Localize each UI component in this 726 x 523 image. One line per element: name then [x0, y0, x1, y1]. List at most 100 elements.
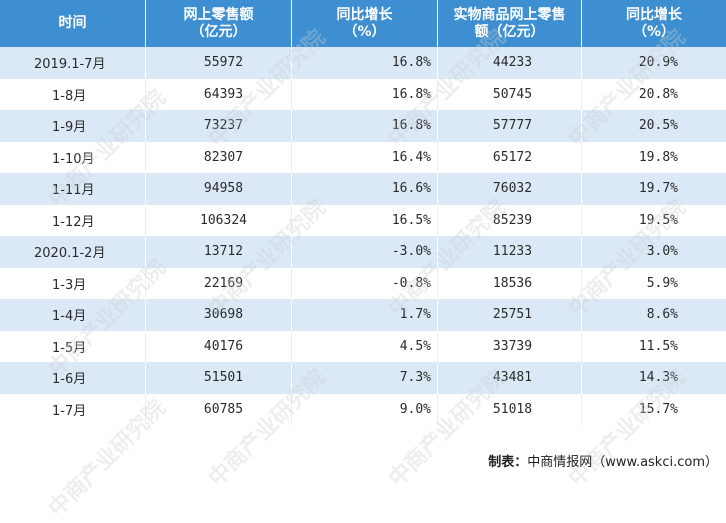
- table-row: 1-12月 106324 16.5% 85239 19.5%: [0, 204, 726, 236]
- cell-online-sales: 30698: [146, 299, 292, 331]
- cell-online-sales-text: 40176: [203, 338, 244, 354]
- header-line: （亿元）: [190, 23, 247, 40]
- cell-physical-sales-text: 43481: [492, 370, 533, 386]
- cell-physical-sales-text: 11233: [492, 244, 533, 260]
- header-cell: 同比增长 （%）: [582, 0, 726, 47]
- cell-online-sales: 22169: [146, 267, 292, 299]
- cell-online-growth-text: 16.5%: [391, 212, 431, 228]
- cell-time-text: 2020.1-2月: [34, 246, 106, 262]
- cell-physical-growth: 20.9%: [582, 47, 726, 79]
- table-header: 时间 网上零售额 （亿元） 同比增长 （%） 实物商品网上零售 额（亿元） 同比增长 （%）: [0, 0, 726, 47]
- cell-physical-sales-text: 25751: [492, 307, 533, 323]
- cell-online-growth: 16.4%: [292, 141, 438, 173]
- cell-physical-sales: 85239: [438, 204, 582, 236]
- cell-time: 2020.1-2月: [0, 236, 146, 268]
- cell-time: 1-3月: [0, 267, 146, 299]
- cell-physical-growth-text: 19.8%: [638, 149, 678, 165]
- cell-physical-growth-text: 8.6%: [646, 307, 678, 323]
- cell-online-sales-text: 73237: [203, 118, 244, 134]
- cell-physical-sales: 57777: [438, 110, 582, 142]
- table-row: 2019.1-7月 55972 16.8% 44233 20.9%: [0, 47, 726, 79]
- cell-online-sales-text: 106324: [200, 212, 247, 228]
- header-line: （%）: [632, 23, 676, 40]
- cell-online-growth: 16.6%: [292, 173, 438, 205]
- data-table: 时间 网上零售额 （亿元） 同比增长 （%） 实物商品网上零售 额（亿元） 同比增长 （%） 2…: [0, 0, 726, 425]
- cell-online-growth: 16.5%: [292, 204, 438, 236]
- cell-time: 1-11月: [0, 173, 146, 205]
- table-body: 2019.1-7月 55972 16.8% 44233 20.9% 1-8月 64393 16…: [0, 47, 726, 425]
- table-row: 1-6月 51501 7.3% 43481 14.3%: [0, 362, 726, 394]
- header-line: 网上零售额: [183, 6, 254, 23]
- cell-physical-sales: 43481: [438, 362, 582, 394]
- cell-physical-sales-text: 33739: [492, 338, 533, 354]
- cell-physical-sales: 44233: [438, 47, 582, 79]
- cell-online-growth-text: -0.8%: [391, 275, 431, 291]
- cell-online-sales-text: 55972: [203, 55, 244, 71]
- cell-online-growth-text: 16.8%: [391, 86, 431, 102]
- cell-online-sales: 13712: [146, 236, 292, 268]
- cell-online-sales-text: 64393: [203, 86, 244, 102]
- cell-time-text: 1-6月: [52, 372, 87, 388]
- source-text: 中商情报网（www.askci.com）: [527, 455, 718, 470]
- cell-physical-sales: 50745: [438, 78, 582, 110]
- cell-physical-growth: 19.8%: [582, 141, 726, 173]
- cell-time-text: 1-5月: [52, 340, 87, 356]
- cell-online-growth-text: 16.8%: [391, 55, 431, 71]
- cell-physical-sales-text: 57777: [492, 118, 533, 134]
- header-cell: 实物商品网上零售 额（亿元）: [438, 0, 582, 47]
- cell-online-sales: 60785: [146, 393, 292, 425]
- cell-physical-growth-text: 5.9%: [646, 275, 678, 291]
- cell-time: 1-10月: [0, 141, 146, 173]
- cell-online-sales: 73237: [146, 110, 292, 142]
- cell-physical-sales-text: 44233: [492, 55, 533, 71]
- table-row: 1-4月 30698 1.7% 25751 8.6%: [0, 299, 726, 331]
- header-line: 同比增长: [626, 6, 682, 23]
- cell-time-text: 2019.1-7月: [34, 57, 106, 73]
- cell-online-growth-text: 4.5%: [399, 338, 431, 354]
- cell-online-growth: -0.8%: [292, 267, 438, 299]
- cell-online-sales-text: 30698: [203, 307, 244, 323]
- table-row: 1-11月 94958 16.6% 76032 19.7%: [0, 173, 726, 205]
- cell-physical-sales-text: 85239: [492, 212, 533, 228]
- table-row: 1-10月 82307 16.4% 65172 19.8%: [0, 141, 726, 173]
- cell-physical-sales-text: 18536: [492, 275, 533, 291]
- cell-physical-sales: 11233: [438, 236, 582, 268]
- cell-time-text: 1-3月: [52, 277, 87, 293]
- cell-online-sales-text: 94958: [203, 181, 244, 197]
- header-row: 时间 网上零售额 （亿元） 同比增长 （%） 实物商品网上零售 额（亿元） 同比增长 （%）: [0, 0, 726, 47]
- cell-physical-growth-text: 14.3%: [638, 370, 678, 386]
- cell-online-sales-text: 60785: [203, 401, 244, 417]
- cell-online-growth: -3.0%: [292, 236, 438, 268]
- table-row: 1-3月 22169 -0.8% 18536 5.9%: [0, 267, 726, 299]
- cell-physical-sales: 65172: [438, 141, 582, 173]
- cell-online-growth: 7.3%: [292, 362, 438, 394]
- cell-online-sales: 40176: [146, 330, 292, 362]
- cell-time-text: 1-4月: [52, 309, 87, 325]
- header-line: 同比增长: [336, 6, 393, 23]
- cell-physical-sales-text: 50745: [492, 86, 533, 102]
- cell-time-text: 1-7月: [52, 403, 87, 419]
- cell-online-growth-text: 9.0%: [399, 401, 431, 417]
- cell-time: 2019.1-7月: [0, 47, 146, 79]
- cell-physical-sales: 33739: [438, 330, 582, 362]
- cell-online-sales: 64393: [146, 78, 292, 110]
- header-cell: 时间: [0, 0, 146, 47]
- cell-physical-growth: 20.5%: [582, 110, 726, 142]
- header-cell: 同比增长 （%）: [292, 0, 438, 47]
- cell-time-text: 1-11月: [52, 183, 95, 199]
- source-label: 制表：: [488, 455, 528, 470]
- cell-online-growth-text: 16.8%: [391, 118, 431, 134]
- cell-time-text: 1-9月: [52, 120, 87, 136]
- cell-time: 1-4月: [0, 299, 146, 331]
- cell-physical-growth: 11.5%: [582, 330, 726, 362]
- cell-physical-growth: 19.5%: [582, 204, 726, 236]
- header-line: 时间: [58, 15, 87, 31]
- cell-online-sales-text: 51501: [203, 370, 244, 386]
- header-line: 实物商品网上零售: [453, 6, 566, 23]
- table-row: 2020.1-2月 13712 -3.0% 11233 3.0%: [0, 236, 726, 268]
- cell-online-growth: 16.8%: [292, 110, 438, 142]
- cell-time: 1-6月: [0, 362, 146, 394]
- cell-time: 1-5月: [0, 330, 146, 362]
- header-cell: 网上零售额 （亿元）: [146, 0, 292, 47]
- cell-online-growth-text: 1.7%: [399, 307, 431, 323]
